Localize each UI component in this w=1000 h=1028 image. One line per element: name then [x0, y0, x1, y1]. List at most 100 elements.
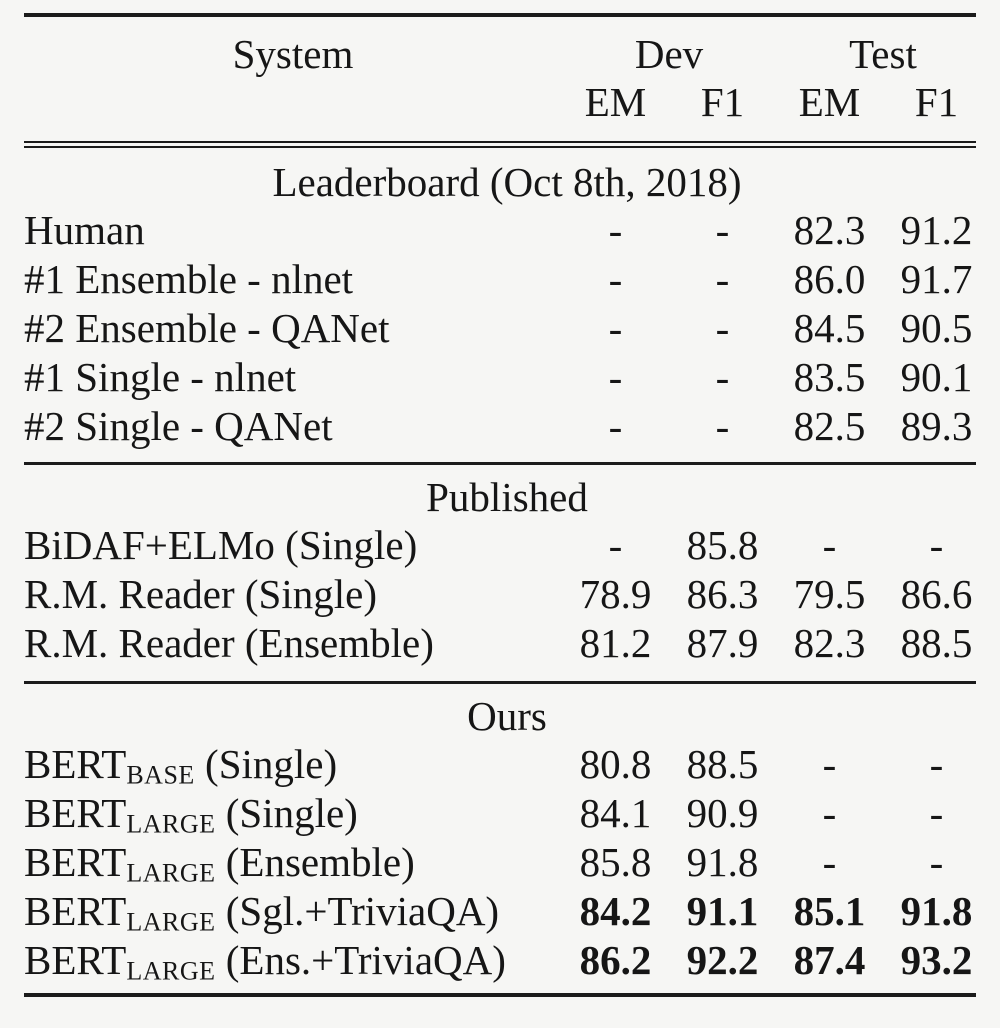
dev-f1-cell: -	[715, 354, 730, 400]
test-f1-cell: 91.8	[900, 888, 973, 934]
table-row: BERTLARGE (Sgl.+TriviaQA) 84.2 91.1 85.1…	[0, 887, 1000, 936]
dev-f1-cell: 91.8	[686, 839, 759, 885]
dev-f1-cell: -	[715, 305, 730, 351]
header-metric-row: EM F1 EM F1	[0, 78, 1000, 126]
section-title-ours: Ours	[467, 693, 547, 739]
system-cell: BERTLARGE (Ens.+TriviaQA)	[24, 936, 562, 985]
system-name-suffix: (Single)	[215, 790, 358, 836]
dev-em-cell: 78.9	[579, 571, 652, 617]
section-title-leaderboard: Leaderboard (Oct 8th, 2018)	[272, 159, 742, 205]
col-header-dev-em: EM	[584, 79, 647, 125]
system-name-suffix: (Ens.+TriviaQA)	[215, 937, 506, 983]
system-cell: BERTLARGE (Single)	[24, 789, 562, 838]
dev-f1-cell: 91.1	[686, 888, 759, 934]
system-cell: BERTLARGE (Sgl.+TriviaQA)	[24, 887, 562, 936]
test-em-cell: 82.5	[793, 403, 866, 449]
col-header-system: System	[232, 31, 354, 77]
dev-f1-cell: 90.9	[686, 790, 759, 836]
system-name-text: #1 Single - nlnet	[24, 354, 297, 400]
dev-em-cell: -	[608, 522, 623, 568]
system-name-subscript: LARGE	[126, 907, 216, 936]
system-cell: BERTBASE (Single)	[24, 740, 562, 789]
table-row: BERTLARGE (Ens.+TriviaQA) 86.2 92.2 87.4…	[0, 936, 1000, 985]
system-name-text: #2 Single - QANet	[24, 403, 333, 449]
dev-em-cell: 84.2	[579, 888, 652, 934]
table-row: #1 Ensemble - nlnet - - 86.0 91.7	[0, 255, 1000, 304]
dev-em-cell: -	[608, 305, 623, 351]
system-name-subscript: LARGE	[126, 809, 216, 838]
table-row: R.M. Reader (Single) 78.9 86.3 79.5 86.6	[0, 570, 1000, 619]
system-name-text: BERT	[24, 937, 127, 983]
table-row: BERTLARGE (Single) 84.1 90.9 - -	[0, 789, 1000, 838]
dev-em-cell: 81.2	[579, 620, 652, 666]
header-rule	[24, 141, 976, 148]
test-f1-cell: 91.7	[900, 256, 973, 302]
test-em-cell: 79.5	[793, 571, 866, 617]
dev-em-cell: -	[608, 354, 623, 400]
test-em-cell: 86.0	[793, 256, 866, 302]
system-name-text: BiDAF+ELMo (Single)	[24, 522, 418, 568]
dev-f1-cell: -	[715, 207, 730, 253]
test-em-cell: 83.5	[793, 354, 866, 400]
dev-em-cell: -	[608, 207, 623, 253]
test-em-cell: 84.5	[793, 305, 866, 351]
col-header-dev-f1: F1	[700, 79, 745, 125]
table-row: Human - - 82.3 91.2	[0, 206, 1000, 255]
dev-em-cell: 84.1	[579, 790, 652, 836]
col-header-test-em: EM	[798, 79, 861, 125]
test-f1-cell: 88.5	[900, 620, 973, 666]
test-f1-cell: -	[929, 790, 944, 836]
test-em-cell: -	[822, 522, 837, 568]
system-cell: R.M. Reader (Single)	[24, 570, 562, 619]
test-em-cell: -	[822, 790, 837, 836]
system-name-text: Human	[24, 207, 145, 253]
system-name-suffix: (Sgl.+TriviaQA)	[215, 888, 500, 934]
bottom-rule	[24, 993, 976, 997]
system-name-text: BERT	[24, 888, 127, 934]
test-f1-cell: 93.2	[900, 937, 973, 983]
dev-em-cell: 80.8	[579, 741, 652, 787]
section-title-published: Published	[426, 474, 588, 520]
test-em-cell: 82.3	[793, 620, 866, 666]
header-group-row: System Dev Test	[0, 30, 1000, 78]
col-group-dev: Dev	[634, 31, 704, 77]
test-em-cell: 82.3	[793, 207, 866, 253]
test-em-cell: -	[822, 741, 837, 787]
table-row: R.M. Reader (Ensemble) 81.2 87.9 82.3 88…	[0, 619, 1000, 668]
test-em-cell: 87.4	[793, 937, 866, 983]
results-table: System Dev Test EM F1 EM F1 Leaderboard …	[0, 13, 1000, 997]
test-f1-cell: 90.5	[900, 305, 973, 351]
system-name-text: #1 Ensemble - nlnet	[24, 256, 354, 302]
dev-f1-cell: 88.5	[686, 741, 759, 787]
system-name-suffix: (Ensemble)	[215, 839, 415, 885]
table-row: #2 Ensemble - QANet - - 84.5 90.5	[0, 304, 1000, 353]
dev-f1-cell: 87.9	[686, 620, 759, 666]
system-name-text: R.M. Reader (Single)	[24, 571, 377, 617]
system-cell: Human	[24, 206, 562, 255]
col-group-test: Test	[849, 31, 917, 77]
system-cell: BiDAF+ELMo (Single)	[24, 521, 562, 570]
table-row: BERTLARGE (Ensemble) 85.8 91.8 - -	[0, 838, 1000, 887]
system-cell: BERTLARGE (Ensemble)	[24, 838, 562, 887]
dev-f1-cell: -	[715, 403, 730, 449]
section-rule	[24, 681, 976, 684]
dev-f1-cell: 86.3	[686, 571, 759, 617]
system-name-text: BERT	[24, 741, 127, 787]
top-rule	[24, 13, 976, 17]
system-cell: #2 Single - QANet	[24, 402, 562, 451]
system-cell: #1 Single - nlnet	[24, 353, 562, 402]
test-f1-cell: 90.1	[900, 354, 973, 400]
test-f1-cell: 86.6	[900, 571, 973, 617]
system-name-subscript: LARGE	[126, 956, 216, 985]
test-f1-cell: 89.3	[900, 403, 973, 449]
system-name-text: #2 Ensemble - QANet	[24, 305, 390, 351]
test-em-cell: 85.1	[793, 888, 866, 934]
test-em-cell: -	[822, 839, 837, 885]
dev-em-cell: -	[608, 256, 623, 302]
system-name-text: BERT	[24, 790, 127, 836]
test-f1-cell: 91.2	[900, 207, 973, 253]
system-cell: R.M. Reader (Ensemble)	[24, 619, 562, 668]
system-cell: #1 Ensemble - nlnet	[24, 255, 562, 304]
dev-f1-cell: 92.2	[686, 937, 759, 983]
test-f1-cell: -	[929, 741, 944, 787]
